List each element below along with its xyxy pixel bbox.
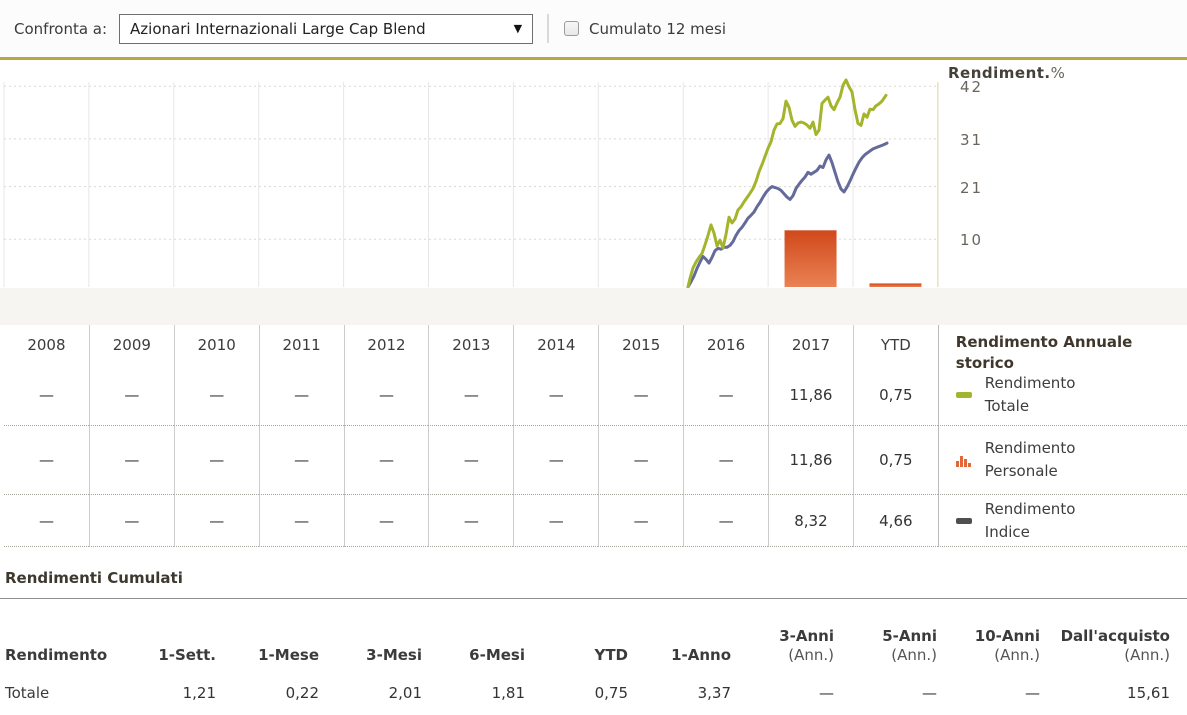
annual-value-cell: — — [598, 365, 684, 426]
section-divider — [0, 598, 1187, 599]
y-tick-label: 42 — [960, 78, 984, 97]
annual-value-cell: — — [343, 426, 429, 495]
toolbar-divider — [547, 14, 550, 43]
y-tick-label: 31 — [960, 130, 984, 149]
annual-value-cell: — — [4, 426, 89, 495]
cumulato-checkbox-label: Cumulato 12 mesi — [589, 19, 727, 38]
annual-value-cell: 11,86 — [768, 365, 853, 426]
chart-canvas — [3, 78, 939, 288]
annual-value-cell: — — [683, 426, 769, 495]
cumulative-returns-table: Rendimento 1-Sett. 1-Mese 3-Mesi 6-Mesi YTD 1-… — [0, 621, 1187, 715]
cumulative-value-cell: 1,21 — [113, 665, 216, 715]
annual-value-cell: — — [88, 426, 174, 495]
year-header: 2017 — [768, 325, 853, 365]
cumulative-column-header: 6-Mesi — [469, 646, 525, 664]
annual-value-cell: — — [513, 365, 599, 426]
cumulative-value-cell: 0,75 — [525, 665, 628, 715]
annual-value-cell: 0,75 — [852, 426, 938, 495]
year-header: 2010 — [173, 325, 259, 365]
annual-value-cell: — — [428, 426, 514, 495]
cumulative-value-cell: Totale — [5, 665, 113, 715]
y-axis-title: Rendiment.% — [948, 64, 1065, 82]
year-header: 2013 — [428, 325, 513, 365]
cumulative-column-header: 5-Anni (Ann.) — [882, 627, 937, 664]
annual-value-cell: 0,75 — [852, 365, 938, 426]
category-dropdown-value: Azionari Internazionali Large Cap Blend — [130, 19, 426, 38]
annual-value-cell: — — [173, 426, 259, 495]
annual-value-cell: 4,66 — [852, 495, 938, 547]
annual-value-cell: — — [598, 495, 684, 547]
cumulative-column-header: 10-Anni (Ann.) — [974, 627, 1040, 664]
cumulative-value-cell: 2,01 — [319, 665, 422, 715]
annual-value-cell: — — [4, 365, 89, 426]
legend-item: Rendimento Indice — [937, 495, 1187, 547]
section-gap — [0, 288, 1187, 325]
cumulative-column-header: Rendimento — [5, 646, 108, 664]
annual-value-cell: — — [428, 495, 514, 547]
annual-value-cell: — — [513, 495, 599, 547]
gray-dash-icon — [955, 517, 972, 524]
year-header: 2009 — [88, 325, 174, 365]
cumulative-value-cell: 0,22 — [216, 665, 319, 715]
annual-value-cell: — — [258, 426, 344, 495]
legend-item: Rendimento Personale — [937, 426, 1187, 495]
green-dash-icon — [955, 392, 972, 398]
year-header: 2016 — [683, 325, 768, 365]
annual-value-cell: — — [343, 495, 429, 547]
annual-value-cell: — — [173, 495, 259, 547]
annual-value-cell: — — [598, 426, 684, 495]
year-header: 2008 — [27, 336, 66, 354]
cumulative-column-header: 3-Mesi — [366, 646, 422, 664]
y-tick-label: 10 — [960, 231, 984, 250]
year-header: 2011 — [258, 325, 344, 365]
cumulative-column-header: 3-Anni (Ann.) — [779, 627, 834, 664]
cumulative-value-cell: — — [731, 665, 834, 715]
annual-value-cell: — — [513, 426, 599, 495]
year-header: 2012 — [343, 325, 429, 365]
cumulative-value-cell: 1,81 — [422, 665, 525, 715]
y-tick-label: 21 — [960, 178, 984, 197]
year-header: 2015 — [598, 325, 683, 365]
cumulative-column-header: Dall'acquisto (Ann.) — [1060, 627, 1170, 664]
cumulative-column-header: YTD — [594, 646, 628, 664]
cumulato-checkbox[interactable] — [564, 21, 580, 36]
cumulative-value-cell: — — [937, 665, 1040, 715]
cumulative-column-header: 1-Mese — [258, 646, 319, 664]
category-dropdown[interactable]: Azionari Internazionali Large Cap Blend … — [119, 13, 534, 44]
chevron-down-icon: ▼ — [513, 22, 523, 35]
year-header: 2014 — [513, 325, 598, 365]
cumulative-value-cell: — — [834, 665, 937, 715]
cumulative-column-header: 1-Sett. — [158, 646, 216, 664]
legend-title: Rendimento Annuale storico — [937, 325, 1187, 372]
legend-item-label: Rendimento Totale — [984, 374, 1076, 415]
compare-label: Confronta a: — [14, 19, 108, 38]
legend-item-label: Rendimento Indice — [984, 499, 1076, 541]
annual-value-cell: — — [683, 365, 769, 426]
annual-value-cell: — — [88, 495, 174, 547]
annual-value-cell: 11,86 — [768, 426, 853, 495]
annual-value-cell: — — [258, 495, 344, 547]
annual-value-cell: — — [88, 365, 174, 426]
annual-value-cell: — — [258, 365, 344, 426]
performance-chart: Rendiment.% 42 31 21 10 — [0, 57, 1187, 288]
annual-value-cell: — — [343, 365, 429, 426]
cumulative-value-cell: 15,61 — [1040, 665, 1170, 715]
annual-value-cell: — — [173, 365, 259, 426]
annual-returns-table: 2008 2009 2010 2011 2012 2013 2014 2015 2016 2017… — [0, 325, 1187, 547]
orange-bars-icon — [955, 455, 971, 467]
cumulative-column-header: 1-Anno — [671, 646, 731, 664]
year-header: YTD — [852, 325, 938, 365]
section-title: Rendimenti Cumulati — [5, 569, 183, 587]
annual-value-cell: — — [683, 495, 769, 547]
annual-value-cell: — — [4, 495, 89, 547]
legend-item: Rendimento Totale — [937, 365, 1187, 426]
annual-value-cell: — — [428, 365, 514, 426]
cumulative-returns-section: Rendimenti Cumulati Rendimento 1-Sett. 1-M… — [0, 563, 1187, 715]
annual-value-cell: 8,32 — [768, 495, 853, 547]
compare-toolbar: Confronta a: Azionari Internazionali Lar… — [0, 0, 1187, 57]
legend-item-label: Rendimento Personale — [984, 439, 1076, 480]
cumulative-value-cell: 3,37 — [628, 665, 731, 715]
